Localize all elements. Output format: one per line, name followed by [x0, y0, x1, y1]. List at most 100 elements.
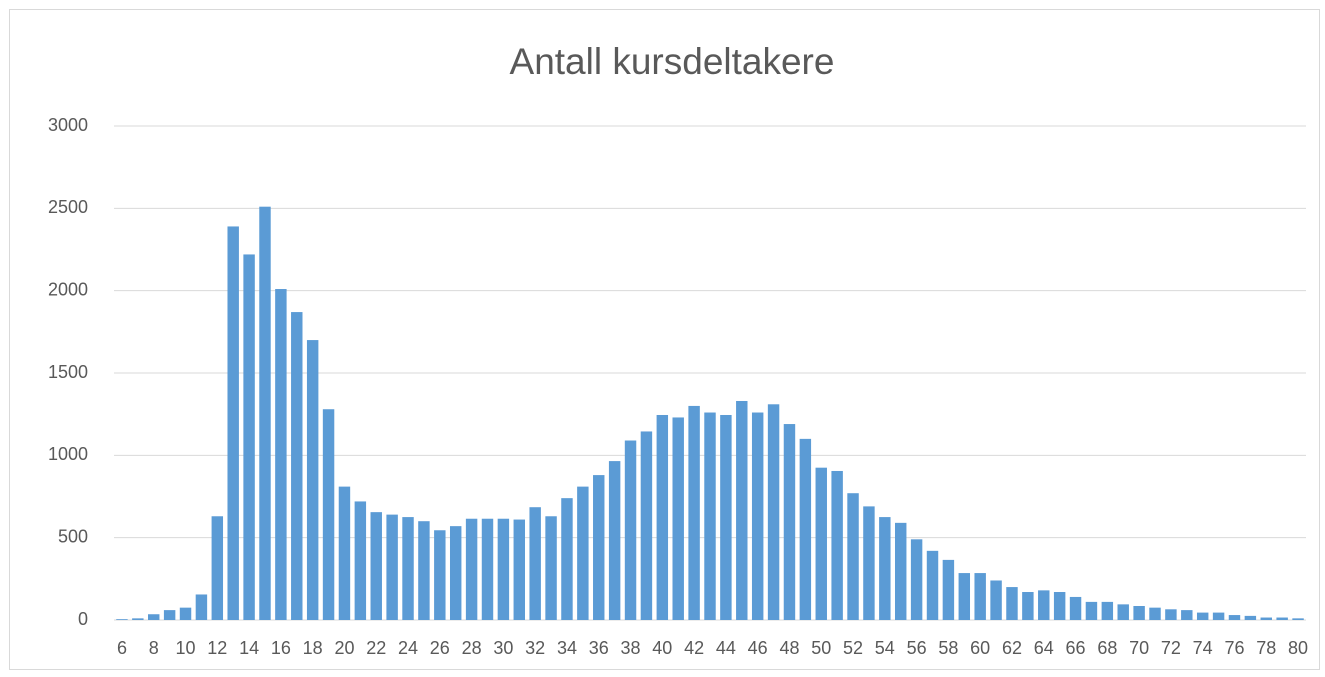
bar: [942, 559, 955, 620]
bar: [847, 493, 859, 620]
bar: [243, 254, 255, 620]
y-tick-label: 2500: [48, 197, 88, 217]
bar: [545, 516, 557, 620]
y-tick-label: 3000: [48, 115, 88, 135]
bar: [275, 289, 287, 620]
bar: [1053, 592, 1066, 620]
bar: [1149, 607, 1161, 620]
x-tick-label: 40: [652, 638, 672, 658]
bar: [767, 404, 780, 620]
bar: [990, 580, 1002, 620]
bar: [1117, 604, 1129, 620]
x-tick-label: 12: [207, 638, 227, 658]
bar: [163, 610, 176, 620]
bar: [1212, 612, 1225, 620]
bar: [894, 522, 907, 620]
bar: [577, 486, 589, 620]
x-tick-label: 66: [1066, 638, 1086, 658]
bar: [1165, 609, 1177, 620]
bar: [402, 517, 414, 620]
bar: [608, 461, 621, 620]
bar: [815, 467, 827, 620]
bar: [736, 400, 748, 620]
bar: [227, 226, 239, 621]
x-tick-label: 46: [748, 638, 768, 658]
bar: [513, 519, 526, 620]
x-tick-label: 20: [334, 638, 354, 658]
x-tick-label: 38: [621, 638, 641, 658]
x-tick-label: 64: [1034, 638, 1054, 658]
bar: [370, 512, 382, 620]
x-tick-label: 6: [117, 638, 127, 658]
x-tick-label: 42: [684, 638, 704, 658]
bar: [1181, 610, 1193, 620]
x-tick-label: 54: [875, 638, 895, 658]
x-tick-label: 28: [462, 638, 482, 658]
x-tick-label: 26: [430, 638, 450, 658]
bar: [1022, 592, 1034, 620]
bar: [720, 414, 732, 620]
bar: [1260, 617, 1272, 620]
x-tick-label: 78: [1256, 638, 1276, 658]
x-tick-label: 60: [970, 638, 990, 658]
bar: [1069, 596, 1082, 620]
x-tick-label: 80: [1288, 638, 1308, 658]
bar: [974, 573, 986, 620]
x-tick-label: 30: [493, 638, 513, 658]
bar: [1228, 615, 1241, 620]
bar: [434, 530, 446, 620]
bar: [179, 607, 192, 620]
bar: [338, 486, 351, 620]
x-tick-label: 72: [1161, 638, 1181, 658]
y-tick-label: 0: [78, 609, 88, 629]
x-tick-label: 44: [716, 638, 736, 658]
y-tick-label: 500: [58, 526, 88, 546]
bar: [624, 440, 637, 620]
bar: [148, 614, 160, 620]
bar: [322, 409, 335, 620]
x-tick-label: 70: [1129, 638, 1149, 658]
bar: [132, 618, 144, 620]
x-tick-label: 52: [843, 638, 863, 658]
bar: [195, 594, 208, 620]
bar: [863, 506, 875, 620]
bar: [910, 539, 923, 620]
x-tick-label: 34: [557, 638, 577, 658]
y-tick-label: 2000: [48, 279, 88, 299]
bar: [593, 475, 605, 620]
bar: [386, 514, 398, 620]
bar: [1244, 615, 1257, 620]
bar: [704, 412, 716, 620]
bar: [497, 518, 510, 620]
bar: [1085, 601, 1098, 620]
x-tick-label: 24: [398, 638, 418, 658]
x-tick-label: 32: [525, 638, 545, 658]
bar: [640, 431, 653, 620]
bar: [958, 573, 971, 620]
bar: [465, 518, 478, 620]
y-tick-label: 1000: [48, 444, 88, 464]
bar: [799, 438, 812, 620]
bar: [1006, 587, 1018, 620]
bar: [418, 521, 430, 620]
x-tick-label: 18: [303, 638, 323, 658]
bar: [751, 412, 764, 620]
bar: [1133, 606, 1145, 620]
x-tick-label: 68: [1097, 638, 1117, 658]
bar: [529, 507, 541, 620]
x-tick-label: 56: [907, 638, 927, 658]
bar: [1101, 601, 1114, 620]
bar: [879, 517, 891, 620]
x-tick-label: 58: [938, 638, 958, 658]
bar: [481, 518, 494, 620]
bar: [656, 414, 669, 620]
bar: [306, 340, 319, 620]
chart-title: Antall kursdeltakere: [510, 41, 835, 82]
bar: [449, 526, 462, 620]
bar: [1038, 590, 1050, 620]
x-tick-label: 62: [1002, 638, 1022, 658]
x-tick-label: 76: [1224, 638, 1244, 658]
x-tick-label: 16: [271, 638, 291, 658]
x-tick-label: 50: [811, 638, 831, 658]
